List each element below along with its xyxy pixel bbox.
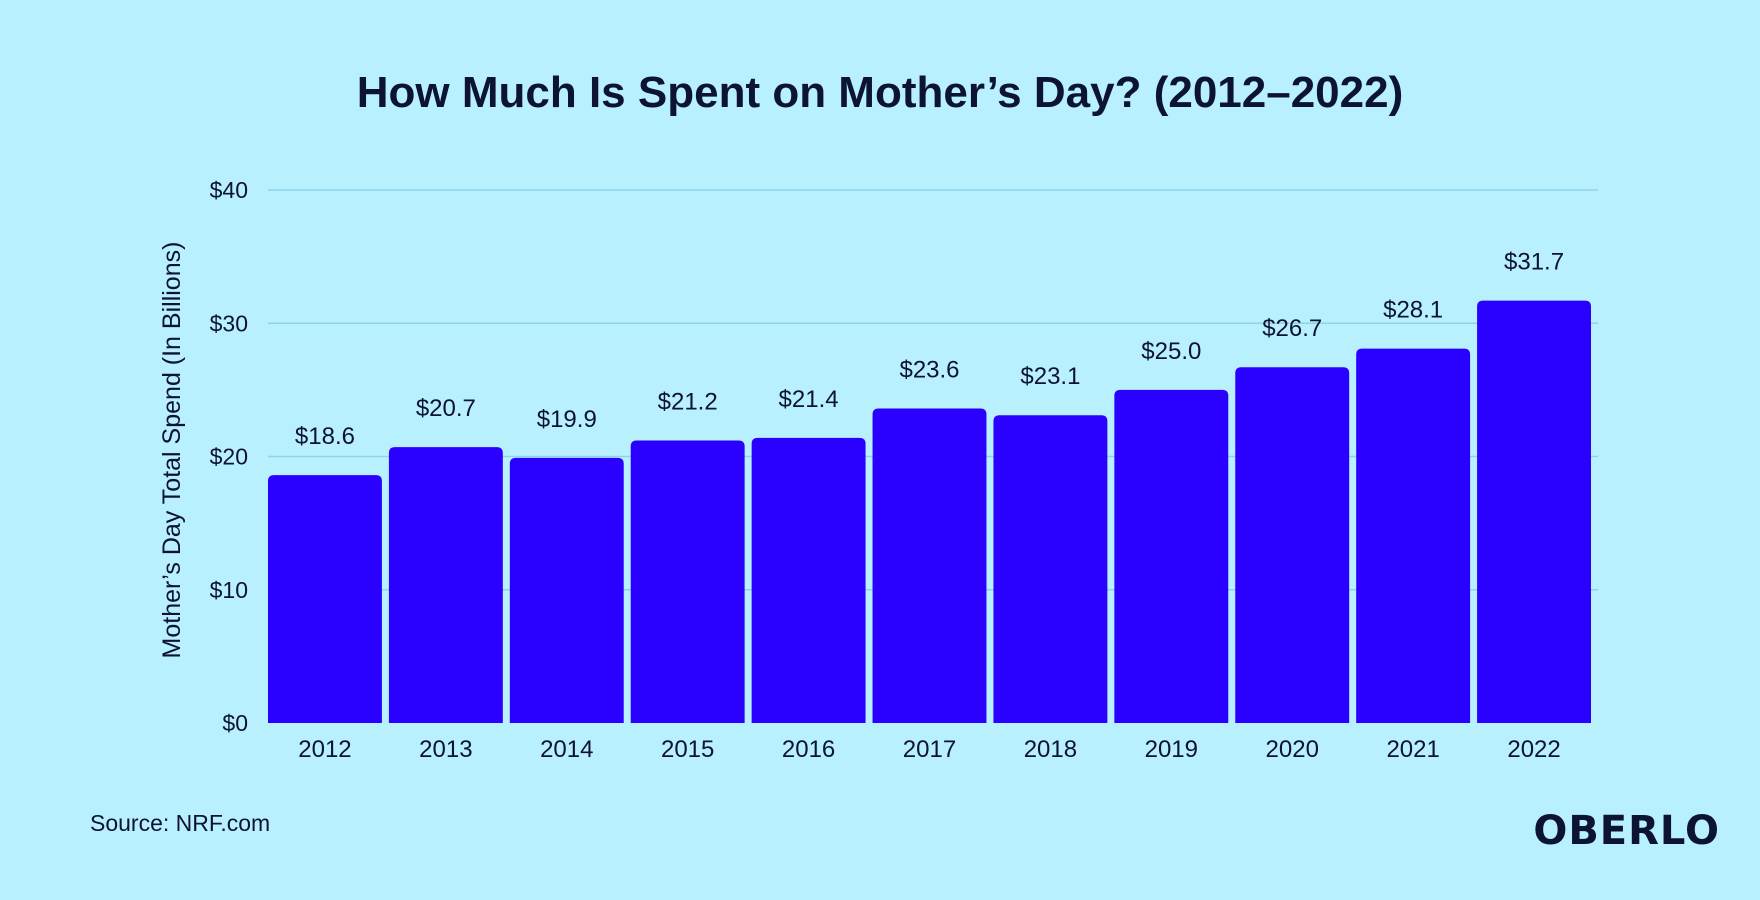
x-tick-label-2014: 2014 (540, 736, 593, 763)
value-label-2017: $23.6 (899, 357, 959, 384)
bar-2014 (509, 457, 624, 723)
bar-2022 (1477, 300, 1591, 723)
source-note: Source: NRF.com (90, 810, 271, 836)
value-label-2015: $21.2 (658, 389, 718, 416)
bar-2021 (1356, 348, 1471, 723)
value-labels: $18.6 $20.7 $19.9 $21.2 $21.4 $23.6 $23.1 $25.0… (295, 249, 1564, 451)
value-label-2022: $31.7 (1504, 249, 1564, 276)
y-tick-label: $0 (222, 710, 248, 736)
y-tick-label: $20 (210, 444, 248, 470)
y-axis-title: Mother’s Day Total Spend (In Billions) (158, 242, 186, 659)
chart-title: How Much Is Spent on Mother’s Day? (2012… (356, 68, 1404, 117)
bar-2015 (630, 440, 745, 723)
bar-2020 (1235, 367, 1350, 723)
value-label-2018: $23.1 (1020, 363, 1080, 390)
bar-2017 (872, 408, 987, 723)
bars (268, 300, 1591, 723)
x-tick-label-2015: 2015 (661, 736, 714, 763)
value-label-2016: $21.4 (779, 386, 839, 413)
x-tick-label-2019: 2019 (1145, 736, 1198, 763)
x-tick-label-2022: 2022 (1507, 736, 1560, 763)
value-label-2014: $19.9 (537, 406, 597, 433)
x-axis-labels: 2012 2013 2014 2015 2016 2017 2018 2019 2020 2021… (298, 736, 1560, 763)
value-label-2019: $25.0 (1141, 338, 1201, 365)
x-tick-label-2021: 2021 (1386, 736, 1439, 763)
x-tick-label-2020: 2020 (1266, 736, 1319, 763)
x-tick-label-2018: 2018 (1024, 736, 1077, 763)
x-tick-label-2017: 2017 (903, 736, 956, 763)
y-axis-ticks: $0 $10 $20 $30 $40 (210, 177, 248, 736)
x-tick-label-2016: 2016 (782, 736, 835, 763)
bar-2019 (1114, 389, 1229, 723)
y-tick-label: $10 (210, 577, 248, 603)
oberlo-logo: OBERLO (1533, 808, 1720, 854)
value-label-2021: $28.1 (1383, 297, 1443, 324)
y-tick-label: $40 (210, 177, 248, 203)
y-tick-label: $30 (210, 310, 248, 336)
value-label-2013: $20.7 (416, 395, 476, 422)
bar-2013 (388, 447, 503, 723)
bar-2016 (751, 437, 866, 723)
x-tick-label-2012: 2012 (298, 736, 351, 763)
value-label-2020: $26.7 (1262, 315, 1322, 342)
x-tick-label-2013: 2013 (419, 736, 472, 763)
bar-2018 (993, 415, 1108, 723)
bar-2012 (268, 475, 382, 723)
value-label-2012: $18.6 (295, 423, 355, 450)
